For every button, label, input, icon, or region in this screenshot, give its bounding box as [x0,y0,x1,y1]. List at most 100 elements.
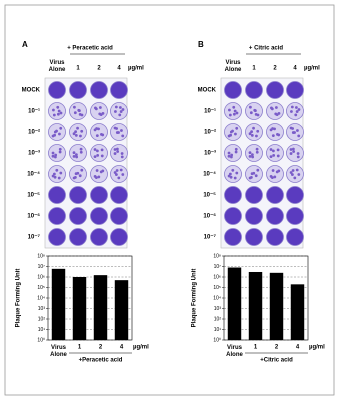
well [48,207,66,225]
plaque [93,174,97,178]
plaque [100,154,104,158]
well [245,81,263,99]
plaque [297,173,301,176]
plaque [297,108,301,111]
treatment-label: + Citric acid [249,46,284,52]
y-tick-label: 10³ [38,306,46,312]
row-label: 10⁻⁵ [27,193,40,199]
row-label: 10⁻¹ [28,108,40,115]
well [286,186,304,204]
plaque [113,171,117,174]
plaque [101,169,105,173]
well [110,207,128,225]
plaque [113,152,117,155]
plaque [95,149,99,153]
row-label: 10⁻⁶ [27,214,40,220]
bar [269,272,284,340]
plaque [119,110,123,113]
plaque [80,168,84,172]
plaque [119,168,123,172]
y-axis-label: Plaque Forming Unit [16,269,22,328]
plaque [234,147,238,151]
y-tick-label: 10⁵ [37,285,45,291]
column-label: 1 [76,66,80,72]
plaque [248,154,252,158]
plaque [255,147,259,151]
plaque [270,106,273,110]
well [245,228,263,246]
plaque [114,110,117,113]
plaque [276,148,280,152]
plaque [290,105,294,109]
plaque [52,172,56,176]
plaque [114,173,118,176]
plaque [256,129,260,133]
well [266,144,284,162]
well [224,165,242,183]
column-label: 4 [117,66,121,72]
y-tick-label: 10³ [214,306,222,312]
well [90,207,108,225]
plaque [121,173,125,176]
well [69,144,87,162]
well [69,207,87,225]
column-label: 1 [252,66,256,72]
plaque [78,174,82,178]
plaque [249,105,252,109]
unit-label: µg/ml [128,66,144,72]
plaque [291,147,295,151]
plaque [52,108,55,112]
plaque [114,105,118,109]
plaque [294,106,298,109]
y-tick-label: 10⁶ [213,274,221,280]
bar [51,268,66,340]
plaque [53,133,56,137]
plaque [253,109,257,113]
plaque [52,113,56,117]
plaque [120,155,124,159]
bar [72,277,87,340]
plaque [228,113,232,117]
bar [248,271,263,340]
plaque [291,127,294,130]
well [48,165,66,183]
well [48,102,66,120]
plaque [72,176,76,180]
well [224,144,242,162]
plaque [256,168,260,172]
plaque [58,147,62,151]
plaque [297,134,301,138]
row-label: MOCK [198,88,217,94]
plaque [115,127,118,130]
plaque [228,108,231,112]
plaque [256,113,260,117]
plaque [120,152,124,155]
plaque [74,130,77,134]
well [245,123,263,141]
x-tick-label: 1 [254,345,258,351]
plaque [248,176,252,180]
well [286,228,304,246]
x-tick-label: Virus Alone [50,345,67,358]
plaque [255,134,258,138]
plaque [95,169,99,172]
plaque [252,126,255,130]
well [224,207,242,225]
plaque [231,129,234,133]
plaque [58,132,61,136]
bar [93,275,108,340]
plaque [55,168,59,172]
plaque [233,176,237,180]
plaque [96,153,100,157]
plaque [116,150,120,153]
well [266,102,284,120]
y-tick-label: 10¹ [38,327,46,333]
column-label: Virus Alone [225,60,242,73]
well [286,81,304,99]
y-tick-label: 10⁷ [38,264,46,270]
unit-label: µg/ml [309,345,325,351]
plaque [79,147,83,151]
plaque [93,148,97,151]
plaque [289,152,293,155]
